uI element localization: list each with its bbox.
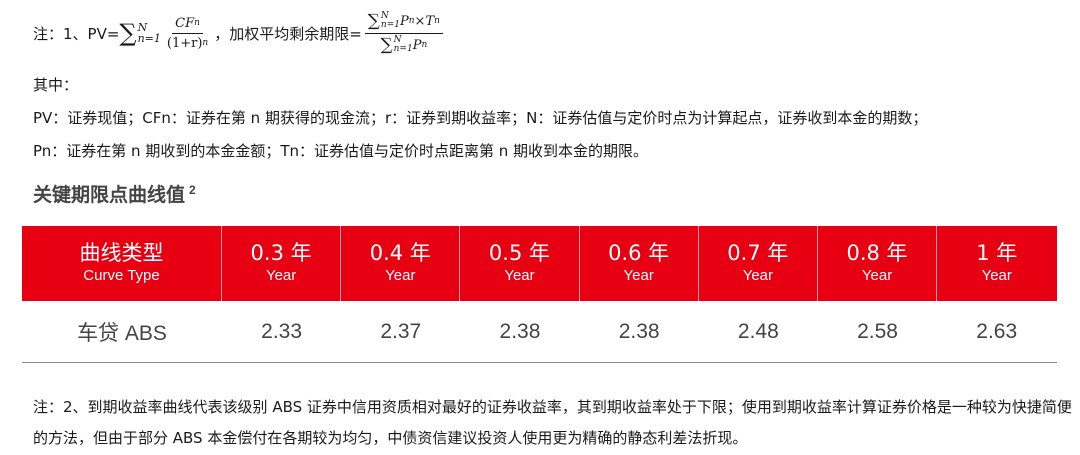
value-0-6y: 2.38 xyxy=(618,319,660,343)
header-0-3y: 0.3 年 Year xyxy=(222,226,342,301)
sum-upper-limit: N xyxy=(137,20,148,34)
discount-base: (1+r) xyxy=(166,35,203,51)
header-0-6y: 0.6 年 Year xyxy=(580,226,699,301)
sum-lower-limit: n=1 xyxy=(137,32,161,46)
table-header-row: 曲线类型 Curve Type 0.3 年 Year 0.4 年 Year 0.… xyxy=(22,226,1057,301)
section-heading: 关键期限点曲线值 2 xyxy=(33,180,196,207)
header-0-5y: 0.5 年 Year xyxy=(460,226,580,301)
value-1y: 2.63 xyxy=(976,319,1018,343)
footnote-2: 注：2、到期收益率曲线代表该级别 ABS 证券中信用资质相对最好的证券收益率，其… xyxy=(33,398,1072,447)
row-label: 车贷 ABS xyxy=(77,321,167,345)
table-row: 车贷 ABS 2.33 2.37 2.38 2.38 2.48 2.58 2.6… xyxy=(22,301,1057,363)
header-0-4y: 0.4 年 Year xyxy=(341,226,461,301)
value-0-4y: 2.37 xyxy=(380,319,422,343)
header-0-8y: 0.8 年 Year xyxy=(818,226,938,301)
header-curve-type: 曲线类型 Curve Type xyxy=(22,226,222,301)
header-1y: 1 年 Year xyxy=(976,240,1018,284)
value-0-5y: 2.38 xyxy=(499,319,541,343)
footnote-mark: 2 xyxy=(189,182,196,197)
formula-middle-text: ，加权平均剩余期限= xyxy=(214,24,362,43)
pv-summation: ∑ N n=1 xyxy=(119,19,161,48)
cf-symbol: CF xyxy=(175,15,195,31)
value-0-8y: 2.58 xyxy=(857,319,898,343)
intro-label: 其中： xyxy=(33,76,79,94)
formula-prefix: 注：1、PV= xyxy=(33,24,120,43)
definition-line-1: PV：证券现值；CFn：证券在第 n 期获得的现金流；r：证券到期收益率；N：证… xyxy=(33,109,928,127)
header-0-7y: 0.7 年 Year xyxy=(699,226,818,301)
definition-line-2: Pn：证券在第 n 期收到的本金金额；Tn：证券估值与定价时点距离第 n 期收到… xyxy=(33,142,649,160)
value-0-3y: 2.33 xyxy=(261,319,303,343)
curve-values-table: 曲线类型 Curve Type 0.3 年 Year 0.4 年 Year 0.… xyxy=(22,226,1057,363)
pv-fraction: CF n (1+r) n xyxy=(166,15,209,51)
formula-note: 注：1、PV= ∑ N n=1 CF n (1+r) n ，加权平均剩余期限= ∑ … xyxy=(33,11,446,55)
section-title: 关键期限点曲线值 xyxy=(33,185,186,206)
value-0-7y: 2.48 xyxy=(737,319,779,343)
